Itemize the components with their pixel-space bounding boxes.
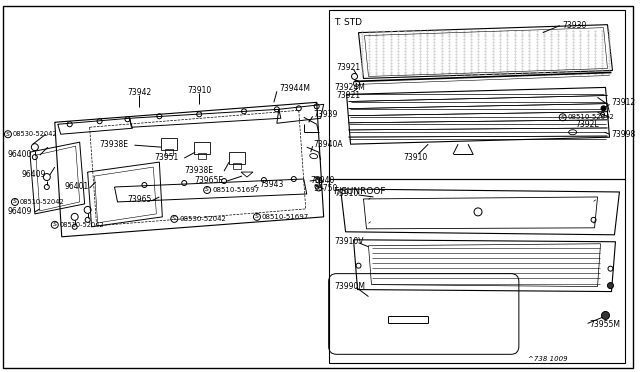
Text: 73938E: 73938E <box>100 140 129 149</box>
Text: S: S <box>172 217 176 221</box>
Text: 73910: 73910 <box>187 86 211 95</box>
FancyArrowPatch shape <box>594 200 596 201</box>
Text: S: S <box>6 132 10 137</box>
Bar <box>329 10 625 179</box>
Text: 73990M: 73990M <box>335 282 365 291</box>
Text: 96750: 96750 <box>314 185 338 193</box>
Text: 08530-52042: 08530-52042 <box>179 216 226 222</box>
Text: 73910: 73910 <box>403 153 428 161</box>
Text: 73942: 73942 <box>127 88 152 97</box>
Text: F/SUNROOF: F/SUNROOF <box>333 187 386 196</box>
Text: 73965E: 73965E <box>194 176 223 185</box>
Text: 73944M: 73944M <box>279 84 310 93</box>
Text: 73924M: 73924M <box>335 83 365 92</box>
Text: S: S <box>255 214 259 219</box>
Text: 08510-52042: 08510-52042 <box>20 199 65 205</box>
Text: 08510-52042: 08510-52042 <box>568 114 614 120</box>
Text: ^738 1009: ^738 1009 <box>528 356 568 362</box>
Text: 08510-51697: 08510-51697 <box>262 214 309 220</box>
Text: 73910V: 73910V <box>335 237 364 246</box>
Bar <box>329 179 625 363</box>
FancyArrowPatch shape <box>594 222 596 223</box>
Text: 73921: 73921 <box>337 63 361 72</box>
Bar <box>194 142 210 154</box>
Text: 73951: 73951 <box>154 153 179 161</box>
Circle shape <box>602 311 609 320</box>
Text: 73965: 73965 <box>127 195 152 205</box>
Text: 08510-52042: 08510-52042 <box>60 222 104 228</box>
Bar <box>161 138 177 150</box>
Text: 73910: 73910 <box>335 189 359 199</box>
Text: 96409: 96409 <box>8 208 33 217</box>
Text: 96400: 96400 <box>8 150 33 158</box>
Text: 73921: 73921 <box>337 91 361 100</box>
Text: S: S <box>205 187 209 192</box>
Circle shape <box>601 106 606 111</box>
Text: 08510-51697: 08510-51697 <box>212 187 259 193</box>
Text: 73930: 73930 <box>563 21 587 30</box>
Text: 73939: 73939 <box>314 110 338 119</box>
Text: 73938E: 73938E <box>184 166 213 174</box>
Text: 73912: 73912 <box>611 98 636 107</box>
Bar <box>229 152 245 164</box>
Circle shape <box>607 283 614 289</box>
Text: 96409: 96409 <box>22 170 46 179</box>
Text: 73955M: 73955M <box>589 320 621 329</box>
Text: 73998: 73998 <box>611 130 636 139</box>
Text: 7392L: 7392L <box>575 120 599 129</box>
Text: 08530-52042: 08530-52042 <box>13 131 58 137</box>
Text: 73943: 73943 <box>259 180 284 189</box>
Text: 96401: 96401 <box>65 183 89 192</box>
Bar <box>233 163 241 169</box>
Text: 73940A: 73940A <box>314 140 343 149</box>
Text: S: S <box>13 199 17 205</box>
Text: S: S <box>52 222 57 227</box>
FancyArrowPatch shape <box>369 198 371 199</box>
Bar <box>198 153 206 159</box>
Text: S: S <box>561 115 564 120</box>
FancyArrowPatch shape <box>369 222 371 223</box>
Text: T. STD: T. STD <box>333 18 362 27</box>
Text: 73940: 73940 <box>310 176 335 185</box>
Bar <box>165 149 173 155</box>
